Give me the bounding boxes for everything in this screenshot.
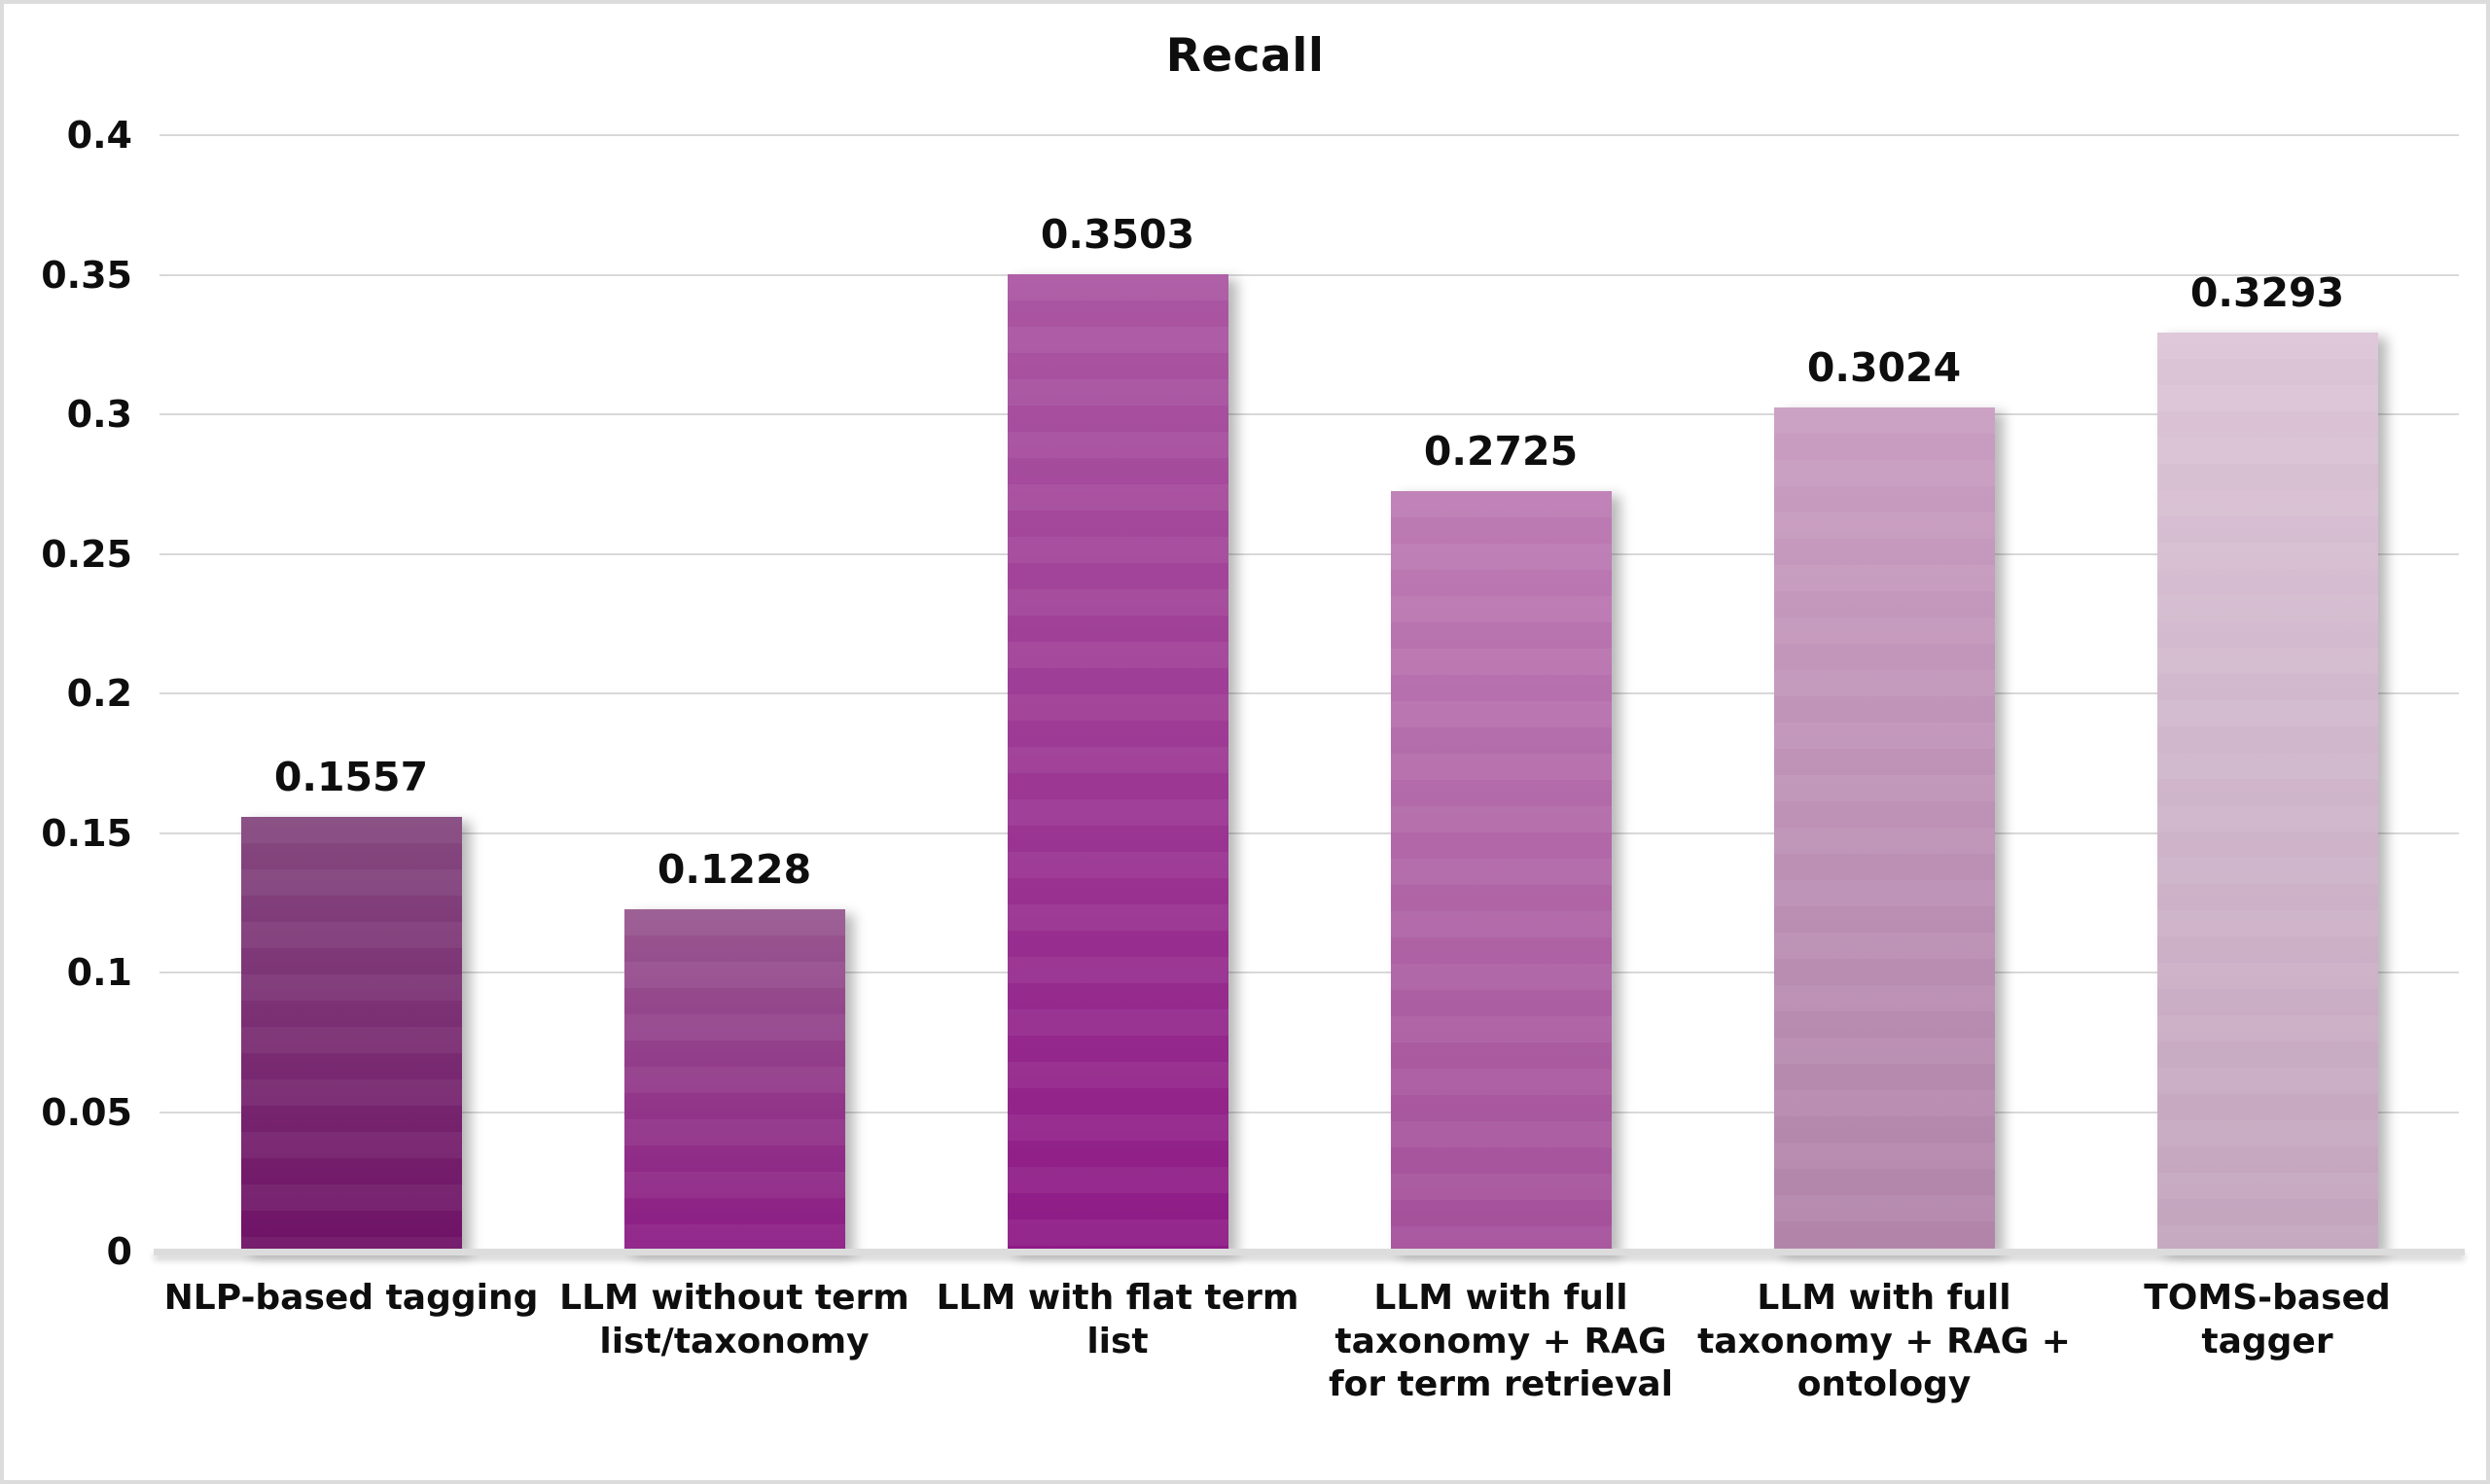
- gridline: [160, 413, 2459, 415]
- bar-value-label: 0.1228: [657, 845, 812, 893]
- x-axis-category-label: LLM with flat term list: [936, 1278, 1299, 1361]
- x-axis-category-label: TOMS-based tagger: [2144, 1278, 2391, 1361]
- gridline: [160, 134, 2459, 136]
- chart-title: Recall: [1165, 29, 1325, 83]
- y-axis-tick-label: 0.4: [66, 114, 132, 157]
- y-axis-tick-label: 0.25: [41, 532, 132, 576]
- gridline: [160, 273, 2459, 276]
- gridline: [160, 692, 2459, 694]
- bar: [240, 817, 462, 1252]
- y-axis-tick-label: 0.2: [66, 672, 132, 715]
- gridline: [160, 1111, 2459, 1113]
- y-axis-tick-label: 0.15: [41, 811, 132, 855]
- bar: [623, 908, 845, 1252]
- x-axis-category-label: NLP-based tagging: [163, 1278, 539, 1318]
- x-axis-category-label: LLM without term list/taxonomy: [559, 1278, 909, 1361]
- bar: [2156, 332, 2378, 1252]
- bar: [1007, 273, 1228, 1252]
- y-axis-tick-label: 0.35: [41, 253, 132, 297]
- x-axis-line: [154, 1249, 2465, 1255]
- bar-value-label: 0.1557: [273, 754, 429, 801]
- bar-value-label: 0.3024: [1806, 344, 1962, 392]
- x-axis-category-label: LLM with full taxonomy + RAG + ontology: [1697, 1278, 2071, 1405]
- y-axis-tick-label: 0.1: [66, 951, 132, 994]
- plot-area: 0.4 0.35 0.3 0.25 0.2 0.15 0.1 0.05 0 0.1557 NLP-b…: [41, 117, 2465, 1404]
- bar: [1390, 490, 1612, 1252]
- bar: [1773, 407, 1995, 1252]
- gridline: [160, 831, 2459, 834]
- bar-value-label: 0.3503: [1040, 210, 1195, 258]
- gridline: [160, 552, 2459, 555]
- bar-value-label: 0.3293: [2189, 268, 2345, 316]
- y-axis-tick-label: 0.3: [66, 393, 132, 436]
- y-axis-tick-label: 0: [106, 1230, 132, 1273]
- y-axis-tick-label: 0.05: [41, 1090, 132, 1134]
- x-axis-category-label: LLM with full taxonomy + RAG for term re…: [1328, 1278, 1674, 1405]
- gridline: [160, 972, 2459, 973]
- bar-value-label: 0.2725: [1423, 427, 1579, 475]
